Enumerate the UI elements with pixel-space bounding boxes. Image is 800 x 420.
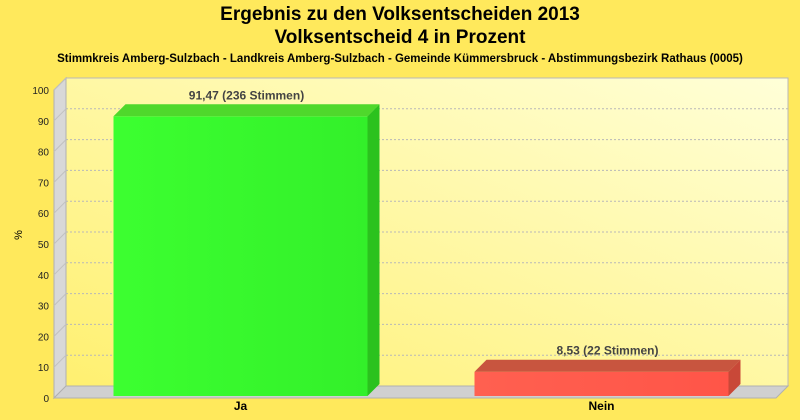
chart-location-subtitle: Stimmkreis Amberg-Sulzbach - Landkreis A… [57, 53, 743, 65]
y-tick-label: 30 [38, 302, 50, 313]
bar-side-nein [728, 359, 741, 396]
gridline-side [53, 293, 67, 306]
y-tick-label: 80 [38, 148, 50, 159]
bar-top-nein [474, 359, 741, 372]
y-axis-label: % [13, 230, 25, 240]
chart-title: Ergebnis zu den Volksentscheiden 2013 [220, 4, 580, 25]
data-label: 91,47 (236 Stimmen) [189, 88, 304, 102]
bar-side-ja [367, 104, 380, 396]
y-tick-label: 40 [38, 271, 50, 282]
y-tick-label: 10 [38, 363, 50, 374]
y-tick-label: 60 [38, 209, 50, 220]
gridline-side [53, 77, 67, 91]
bar-nein [474, 371, 729, 396]
data-label: 8,53 (22 Stimmen) [556, 344, 658, 358]
y-tick-label: 50 [38, 240, 50, 251]
bar-top-ja [113, 104, 380, 117]
y-tick-label: 90 [38, 117, 50, 128]
y-tick-label: 70 [38, 178, 50, 189]
gridline-side [53, 139, 67, 152]
gridline-side [53, 108, 67, 122]
gridline-side [53, 262, 67, 276]
gridline-side [53, 324, 67, 337]
gridline-side [53, 200, 67, 214]
gridline-side [53, 231, 67, 245]
x-category-label: Nein [588, 399, 614, 413]
bar-ja [113, 116, 368, 396]
gridline-side [53, 354, 67, 368]
y-tick-label: 20 [38, 332, 50, 343]
chart-subtitle-main: Volksentscheid 4 in Prozent [274, 27, 526, 48]
y-tick-label: 0 [43, 394, 49, 405]
x-category-label: Ja [234, 399, 248, 413]
y-tick-label: 100 [32, 86, 49, 97]
gridline-side [53, 170, 67, 183]
